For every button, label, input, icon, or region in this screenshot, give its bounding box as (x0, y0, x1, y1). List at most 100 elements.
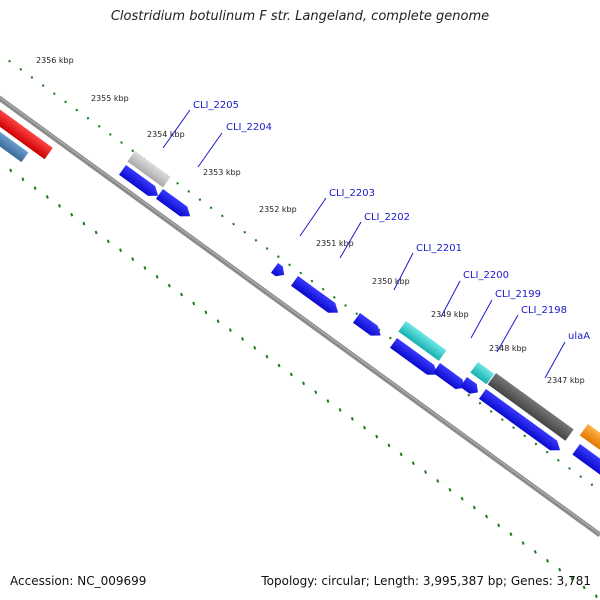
scale-tick (557, 458, 560, 462)
scale-tick (534, 442, 538, 446)
scale-tick (86, 116, 90, 120)
gene-arrow-5 (352, 313, 381, 336)
scale-tick (8, 59, 11, 63)
scale-label: 2347 kbp (547, 376, 585, 385)
scale-tick (120, 141, 123, 144)
map-title: Clostridium botulinum F str. Langeland, … (110, 9, 490, 24)
scale-tick (53, 92, 56, 96)
scale-tick (288, 263, 291, 267)
scale-tick (338, 408, 342, 412)
scale-tick (411, 461, 415, 466)
scale-tick (187, 190, 191, 193)
scale-tick (321, 287, 325, 291)
gene-label[interactable]: CLI_2203 (329, 188, 375, 199)
scale-tick (21, 177, 25, 182)
scale-tick (399, 452, 403, 457)
gene-feature-darkgray (487, 373, 574, 441)
scale-tick (521, 541, 525, 545)
scale-tick (9, 168, 13, 173)
scale-tick (570, 576, 574, 581)
scale-tick (277, 363, 281, 368)
gene-label[interactable]: CLI_2198 (521, 305, 567, 316)
scale-tick (489, 410, 493, 413)
gene-label[interactable]: CLI_2200 (463, 270, 509, 281)
gene-labels: CLI_2205 CLI_2204 CLI_2203 CLI_2202 CLI_… (193, 100, 590, 342)
scale-tick (33, 186, 37, 190)
scale-tick (558, 567, 562, 572)
scale-label: 2352 kbp (259, 205, 297, 214)
scale-tick (355, 312, 359, 315)
gene-feature-orange (579, 424, 600, 459)
scale-tick (375, 434, 379, 439)
scale-tick (448, 487, 452, 492)
gene-label-leaders (162, 109, 566, 379)
scale-tick (209, 206, 213, 210)
scale-tick (460, 496, 464, 501)
scale-tick (265, 247, 269, 250)
gene-arrow-7 (432, 363, 464, 390)
scale-label: 2354 kbp (147, 130, 185, 139)
scale-tick (155, 275, 159, 279)
gene-feature-red (0, 95, 53, 160)
scale-tick (333, 296, 336, 299)
scale-tick (228, 328, 232, 332)
gene-label[interactable]: CLI_2201 (416, 243, 462, 254)
scale-tick (579, 475, 583, 478)
scale-tick (180, 292, 183, 297)
gene-label[interactable]: ulaA (568, 331, 590, 342)
scale-tick (131, 149, 135, 153)
scale-tick (467, 393, 471, 397)
scale-tick (131, 257, 135, 261)
scale-tick (143, 266, 147, 270)
gene-arrow-3 (270, 263, 285, 277)
scale-label: 2353 kbp (203, 168, 241, 177)
scale-tick (344, 304, 347, 307)
scale-tick (424, 470, 427, 474)
scale-label: 2349 kbp (431, 310, 469, 319)
scale-tick (310, 279, 314, 283)
genome-backbone-highlight (0, 97, 600, 535)
scale-tick (478, 401, 482, 405)
scale-tick (45, 195, 49, 199)
scale-tick (204, 310, 208, 315)
scale-tick (216, 319, 220, 324)
scale-tick (221, 214, 224, 218)
gene-feature-steel (0, 106, 29, 163)
gene-label[interactable]: CLI_2205 (193, 100, 239, 111)
scale-tick (94, 230, 98, 235)
scale-label: 2355 kbp (91, 94, 129, 103)
gene-arrow-2 (155, 189, 191, 217)
scale-tick (289, 372, 293, 377)
scale-tick (277, 255, 280, 258)
accession-text: Accession: NC_009699 (10, 574, 147, 588)
scale-tick (546, 558, 549, 563)
scale-tick (594, 594, 598, 599)
scale-tick (299, 271, 303, 275)
scale-tick (509, 532, 513, 536)
scale-tick (106, 239, 110, 244)
scale-tick (512, 426, 515, 430)
scale-tick (253, 345, 257, 350)
gene-label[interactable]: CLI_2199 (495, 289, 541, 300)
scale-labels: 2356 kbp 2355 kbp 2354 kbp 2353 kbp 2352… (36, 56, 585, 385)
scale-tick (243, 230, 247, 234)
inner-tick-track (9, 168, 598, 599)
scale-tick (314, 390, 318, 395)
scale-tick (472, 505, 476, 510)
scale-tick (198, 198, 202, 201)
gene-arrow-1 (118, 165, 159, 196)
scale-tick (363, 425, 366, 430)
scale-tick (97, 124, 101, 128)
scale-tick (109, 133, 112, 136)
scale-tick (568, 467, 571, 470)
scale-tick (192, 301, 196, 306)
genome-backbone (0, 95, 600, 538)
scale-tick (64, 100, 67, 104)
scale-tick (41, 84, 45, 87)
gene-label[interactable]: CLI_2202 (364, 212, 410, 223)
scale-tick (265, 354, 269, 359)
scale-tick (232, 222, 235, 226)
scale-tick (70, 212, 74, 217)
gene-label[interactable]: CLI_2204 (226, 122, 272, 133)
